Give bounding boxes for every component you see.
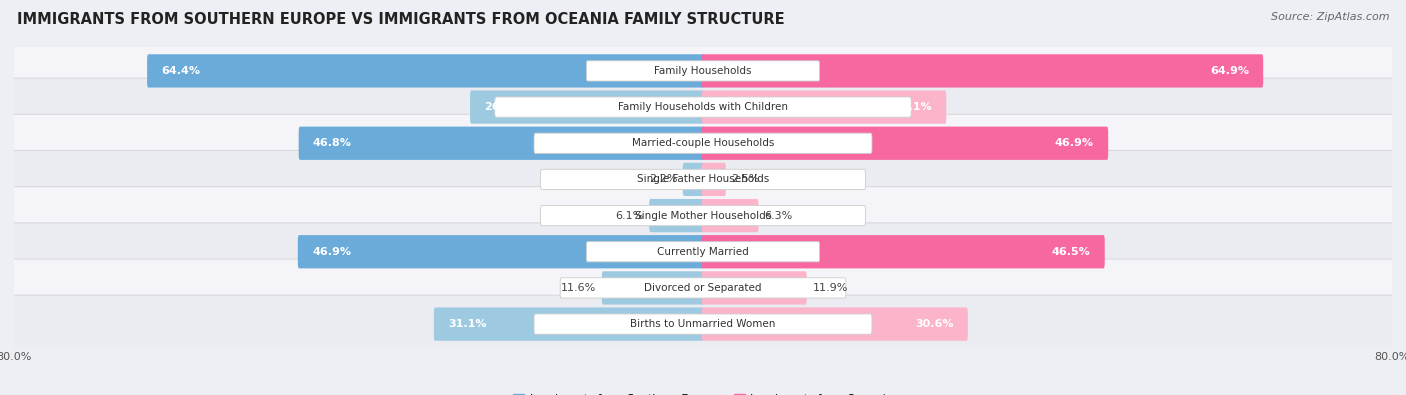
FancyBboxPatch shape	[11, 78, 1395, 136]
Text: 64.4%: 64.4%	[162, 66, 200, 76]
Text: 30.6%: 30.6%	[915, 319, 953, 329]
FancyBboxPatch shape	[434, 307, 704, 341]
FancyBboxPatch shape	[702, 127, 1108, 160]
FancyBboxPatch shape	[702, 199, 759, 232]
Text: 2.5%: 2.5%	[731, 175, 759, 184]
Legend: Immigrants from Southern Europe, Immigrants from Oceania: Immigrants from Southern Europe, Immigra…	[509, 389, 897, 395]
Text: 11.9%: 11.9%	[813, 283, 848, 293]
Text: 46.5%: 46.5%	[1052, 247, 1091, 257]
FancyBboxPatch shape	[11, 114, 1395, 172]
FancyBboxPatch shape	[11, 259, 1395, 317]
Text: Married-couple Households: Married-couple Households	[631, 138, 775, 148]
FancyBboxPatch shape	[534, 314, 872, 334]
Text: Source: ZipAtlas.com: Source: ZipAtlas.com	[1271, 12, 1389, 22]
Text: Family Households: Family Households	[654, 66, 752, 76]
FancyBboxPatch shape	[702, 163, 725, 196]
Text: Single Father Households: Single Father Households	[637, 175, 769, 184]
Text: Divorced or Separated: Divorced or Separated	[644, 283, 762, 293]
Text: 11.6%: 11.6%	[561, 283, 596, 293]
FancyBboxPatch shape	[702, 90, 946, 124]
Text: 46.9%: 46.9%	[1054, 138, 1094, 148]
Text: 2.2%: 2.2%	[648, 175, 678, 184]
FancyBboxPatch shape	[602, 271, 704, 305]
Text: 46.9%: 46.9%	[312, 247, 352, 257]
Text: 6.3%: 6.3%	[763, 211, 793, 220]
FancyBboxPatch shape	[702, 54, 1263, 88]
Text: 46.8%: 46.8%	[314, 138, 352, 148]
FancyBboxPatch shape	[298, 127, 704, 160]
FancyBboxPatch shape	[702, 271, 807, 305]
FancyBboxPatch shape	[495, 97, 911, 117]
FancyBboxPatch shape	[683, 163, 704, 196]
Text: Currently Married: Currently Married	[657, 247, 749, 257]
Text: 26.9%: 26.9%	[484, 102, 523, 112]
FancyBboxPatch shape	[540, 169, 866, 190]
FancyBboxPatch shape	[298, 235, 704, 268]
Text: 6.1%: 6.1%	[616, 211, 644, 220]
Text: Family Households with Children: Family Households with Children	[619, 102, 787, 112]
Text: 31.1%: 31.1%	[449, 319, 486, 329]
Text: Single Mother Households: Single Mother Households	[636, 211, 770, 220]
FancyBboxPatch shape	[560, 278, 846, 298]
Text: IMMIGRANTS FROM SOUTHERN EUROPE VS IMMIGRANTS FROM OCEANIA FAMILY STRUCTURE: IMMIGRANTS FROM SOUTHERN EUROPE VS IMMIG…	[17, 12, 785, 27]
FancyBboxPatch shape	[11, 42, 1395, 100]
FancyBboxPatch shape	[702, 307, 967, 341]
FancyBboxPatch shape	[650, 199, 704, 232]
Text: 64.9%: 64.9%	[1211, 66, 1249, 76]
FancyBboxPatch shape	[586, 242, 820, 262]
Text: 28.1%: 28.1%	[893, 102, 932, 112]
FancyBboxPatch shape	[534, 133, 872, 153]
FancyBboxPatch shape	[586, 61, 820, 81]
FancyBboxPatch shape	[148, 54, 704, 88]
FancyBboxPatch shape	[540, 205, 866, 226]
FancyBboxPatch shape	[11, 150, 1395, 208]
FancyBboxPatch shape	[702, 235, 1105, 268]
FancyBboxPatch shape	[470, 90, 704, 124]
Text: Births to Unmarried Women: Births to Unmarried Women	[630, 319, 776, 329]
FancyBboxPatch shape	[11, 295, 1395, 353]
FancyBboxPatch shape	[11, 223, 1395, 281]
FancyBboxPatch shape	[11, 187, 1395, 245]
